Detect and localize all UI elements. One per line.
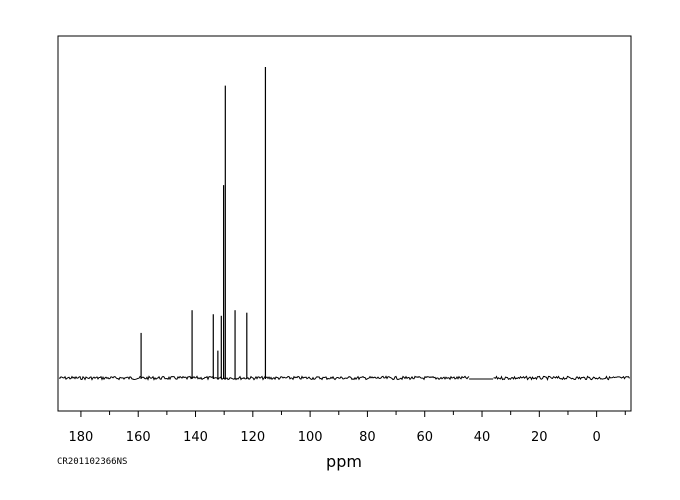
x-tick-label: 80 bbox=[359, 430, 376, 445]
x-tick-label: 20 bbox=[531, 430, 548, 445]
plot-frame bbox=[57, 35, 632, 412]
x-tick-label: 40 bbox=[474, 430, 491, 445]
x-tick-label: 0 bbox=[592, 430, 600, 445]
x-tick-label: 180 bbox=[69, 430, 94, 445]
baseline-segment bbox=[493, 375, 630, 382]
x-axis-title: ppm bbox=[326, 452, 362, 471]
spectrum-peaks bbox=[140, 67, 267, 379]
spectrum-baseline bbox=[58, 375, 630, 382]
baseline-segment bbox=[58, 375, 470, 381]
x-axis-tick-labels: 180 160 140 120 100 80 60 40 20 0 bbox=[69, 430, 601, 445]
x-tick-label: 100 bbox=[298, 430, 323, 445]
sample-id-label: CR201102366NS bbox=[57, 457, 128, 467]
x-axis-ticks bbox=[80, 411, 626, 417]
x-tick-label: 60 bbox=[416, 430, 433, 445]
x-tick-label: 160 bbox=[126, 430, 151, 445]
x-tick-label: 140 bbox=[183, 430, 208, 445]
x-tick-label: 120 bbox=[240, 430, 265, 445]
